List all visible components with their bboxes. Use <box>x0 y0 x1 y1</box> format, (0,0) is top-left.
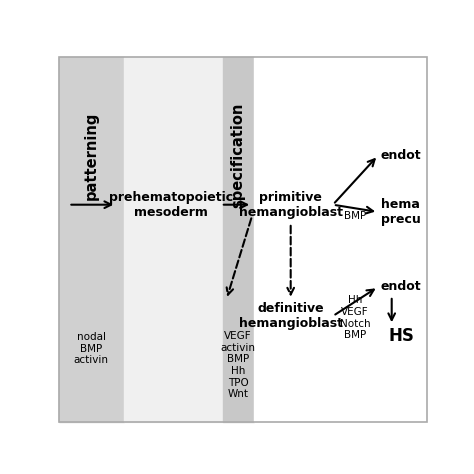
Bar <box>124 57 223 422</box>
Bar <box>59 57 124 422</box>
Bar <box>223 57 254 422</box>
Bar <box>254 57 427 422</box>
Text: nodal
BMP
activin: nodal BMP activin <box>74 332 109 365</box>
Text: endot: endot <box>381 149 421 162</box>
Text: prehematopoietic
mesoderm: prehematopoietic mesoderm <box>109 191 233 219</box>
Text: definitive
hemangioblast: definitive hemangioblast <box>239 302 343 330</box>
Text: specification: specification <box>231 103 246 208</box>
Text: VEGF
activin
BMP
Hh
TPO
Wnt: VEGF activin BMP Hh TPO Wnt <box>221 331 255 399</box>
Text: hema
precu: hema precu <box>381 198 420 226</box>
Text: patterning: patterning <box>84 111 99 200</box>
Text: Hh
VEGF
Notch
BMP: Hh VEGF Notch BMP <box>340 295 370 340</box>
Text: endot: endot <box>381 280 421 293</box>
Text: HS: HS <box>388 327 414 345</box>
Text: BMP: BMP <box>344 210 366 220</box>
Text: primitive
hemangioblast: primitive hemangioblast <box>239 191 343 219</box>
